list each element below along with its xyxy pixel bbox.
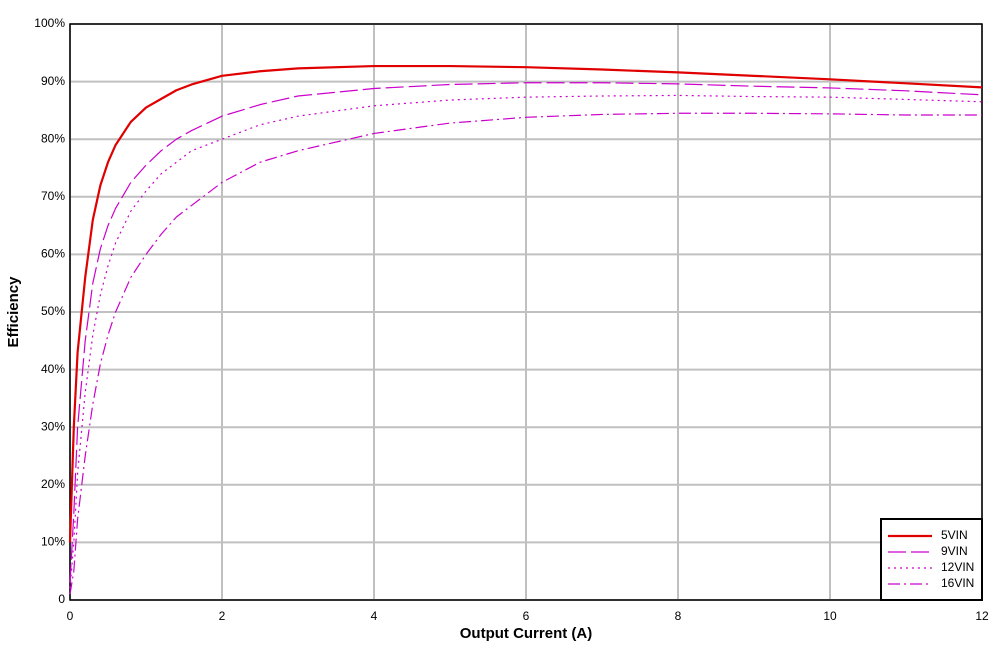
series-line (69, 112, 982, 595)
legend-label: 16VIN (941, 576, 974, 590)
legend-label: 5VIN (941, 528, 968, 542)
series-line (68, 64, 983, 543)
legend-label: 9VIN (941, 544, 968, 558)
y-tick-label: 100% (34, 16, 65, 30)
y-tick-label: 60% (41, 247, 65, 261)
y-tick-label: 70% (41, 189, 65, 203)
x-tick-label: 6 (523, 609, 530, 623)
x-tick-label: 2 (219, 609, 226, 623)
y-tick-label: 40% (41, 362, 65, 376)
legend-box (880, 518, 983, 601)
x-axis-title: Output Current (A) (460, 625, 592, 642)
x-tick-label: 12 (975, 609, 989, 623)
y-tick-label: 90% (41, 74, 65, 88)
plot-frame (69, 23, 983, 601)
y-tick-label: 30% (41, 419, 65, 433)
x-tick-label: 4 (371, 609, 378, 623)
x-tick-label: 8 (675, 609, 682, 623)
y-tick-label: 50% (41, 304, 65, 318)
y-tick-label: 10% (41, 535, 65, 549)
x-tick-label: 10 (823, 609, 837, 623)
x-tick-label: 0 (67, 609, 74, 623)
y-tick-label: 0 (58, 592, 65, 606)
legend-label: 12VIN (941, 560, 974, 574)
y-tick-label: 80% (41, 131, 65, 145)
series-line (69, 82, 983, 583)
y-tick-label: 20% (41, 477, 65, 491)
y-axis-title: Efficiency (5, 276, 22, 348)
